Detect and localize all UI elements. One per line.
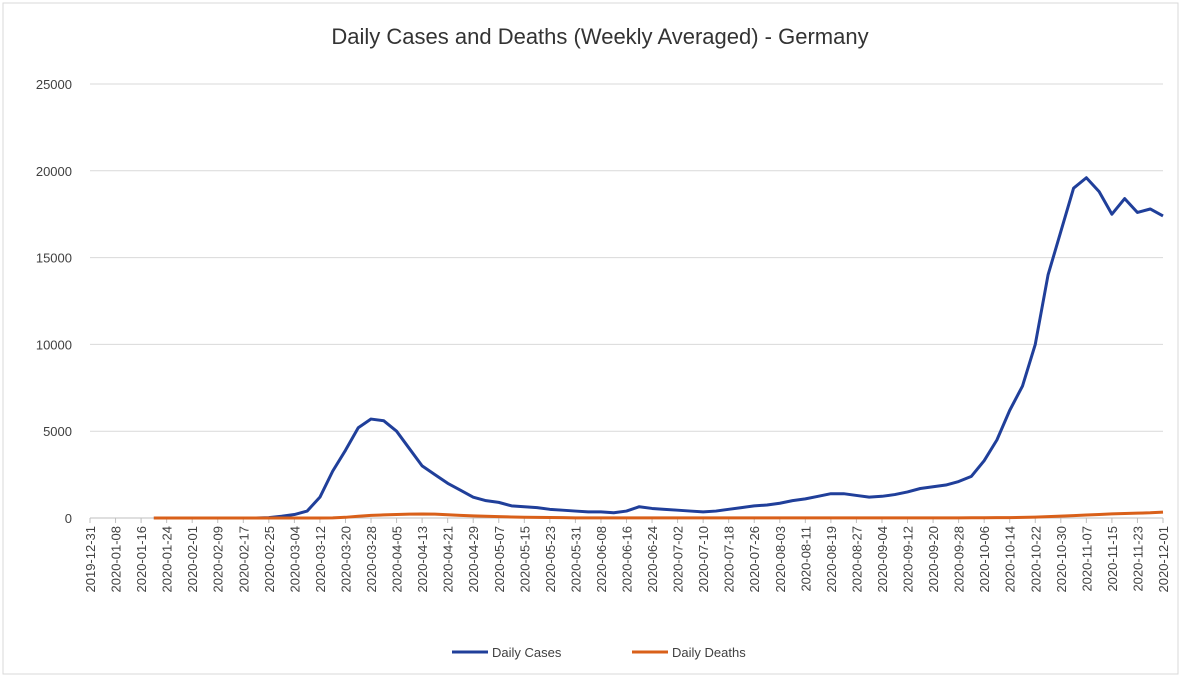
x-tick-label: 2020-08-27 xyxy=(849,526,864,593)
data-line xyxy=(153,176,1164,520)
x-tick-label: 2020-10-30 xyxy=(1054,526,1069,593)
x-tick-label: 2020-04-29 xyxy=(466,526,481,593)
y-tick-label: 15000 xyxy=(36,251,72,266)
x-tick-label: 2020-10-06 xyxy=(977,526,992,593)
x-tick-label: 2020-06-16 xyxy=(620,526,635,593)
x-tick-label: 2020-02-17 xyxy=(236,526,251,593)
x-tick-label: 2019-12-31 xyxy=(83,526,98,593)
y-tick-label: 20000 xyxy=(36,164,72,179)
y-tick-label: 0 xyxy=(65,511,72,526)
legend-label: Daily Cases xyxy=(492,645,562,660)
x-tick-label: 2020-06-08 xyxy=(594,526,609,593)
x-tick-label: 2020-02-09 xyxy=(211,526,226,593)
x-tick-label: 2020-09-04 xyxy=(875,526,890,593)
y-tick-label: 5000 xyxy=(43,424,72,439)
x-tick-label: 2020-01-16 xyxy=(134,526,149,593)
x-tick-label: 2020-08-19 xyxy=(824,526,839,593)
x-tick-label: 2020-08-11 xyxy=(798,526,813,592)
x-tick-label: 2020-11-15 xyxy=(1105,526,1120,592)
x-tick-label: 2020-01-08 xyxy=(109,526,124,593)
x-tick-label: 2020-07-02 xyxy=(671,526,686,593)
x-tick-label: 2020-11-07 xyxy=(1079,526,1094,592)
x-tick-label: 2020-03-20 xyxy=(338,526,353,593)
x-tick-label: 2020-03-12 xyxy=(313,526,328,593)
x-tick-label: 2020-04-21 xyxy=(441,526,456,593)
x-tick-label: 2020-10-22 xyxy=(1028,526,1043,593)
x-tick-label: 2020-07-10 xyxy=(696,526,711,593)
x-tick-label: 2020-02-01 xyxy=(185,526,200,593)
y-tick-label: 10000 xyxy=(36,337,72,352)
x-tick-label: 2020-05-15 xyxy=(517,526,532,593)
x-tick-label: 2020-06-24 xyxy=(645,526,660,593)
x-tick-label: 2020-05-07 xyxy=(492,526,507,593)
x-tick-label: 2020-08-03 xyxy=(773,526,788,593)
x-tick-label: 2020-05-23 xyxy=(543,526,558,593)
x-tick-label: 2020-07-18 xyxy=(722,526,737,593)
x-tick-label: 2020-01-24 xyxy=(160,526,175,593)
x-tick-label: 2020-03-04 xyxy=(287,526,302,593)
x-tick-label: 2020-09-20 xyxy=(926,526,941,593)
x-tick-label: 2020-05-31 xyxy=(568,526,583,593)
x-tick-label: 2020-04-05 xyxy=(390,526,405,593)
x-tick-label: 2020-02-25 xyxy=(262,526,277,593)
x-tick-label: 2020-10-14 xyxy=(1003,526,1018,593)
y-tick-label: 25000 xyxy=(36,77,72,92)
legend-label: Daily Deaths xyxy=(672,645,746,660)
x-tick-label: 2020-09-28 xyxy=(952,526,967,593)
x-tick-label: 2020-11-23 xyxy=(1130,526,1145,592)
x-tick-label: 2020-12-01 xyxy=(1156,526,1171,593)
x-tick-label: 2020-04-13 xyxy=(415,526,430,593)
x-tick-label: 2020-03-28 xyxy=(364,526,379,593)
x-tick-label: 2020-07-26 xyxy=(747,526,762,593)
x-tick-label: 2020-09-12 xyxy=(901,526,916,593)
data-line xyxy=(153,510,1164,520)
chart-title: Daily Cases and Deaths (Weekly Averaged)… xyxy=(331,24,868,49)
